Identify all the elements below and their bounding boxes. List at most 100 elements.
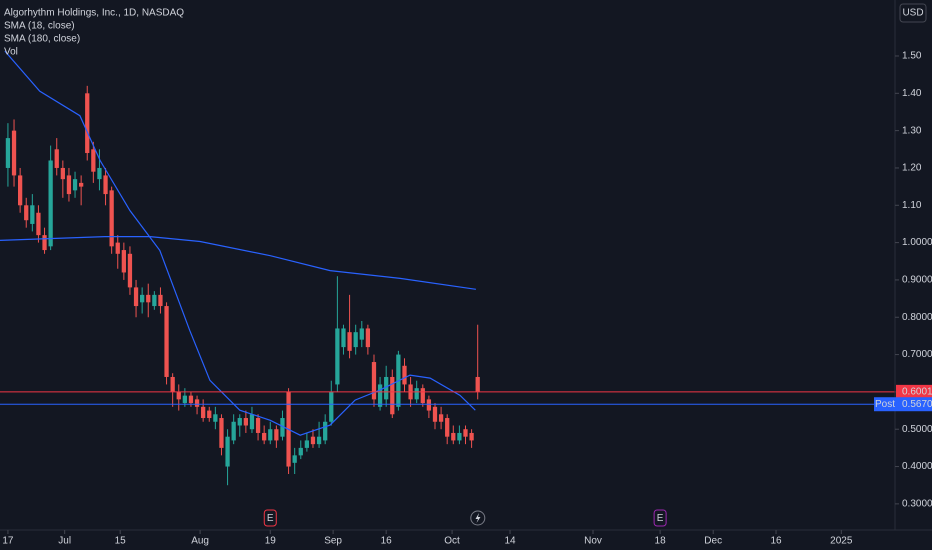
candle-body (292, 455, 297, 463)
candle-body (463, 429, 468, 437)
candle-body (213, 414, 218, 422)
candle-body (347, 332, 352, 351)
x-tick-label: 16 (770, 536, 782, 547)
candle-body (365, 328, 371, 348)
price-label-box (896, 384, 932, 399)
candle-body (402, 365, 407, 385)
candle-body (146, 294, 151, 303)
y-tick-label: 0.4000 (902, 461, 932, 472)
candle-body (469, 432, 474, 441)
candle-body (451, 432, 456, 441)
candle-body (341, 328, 346, 348)
candle-body (182, 395, 187, 404)
sma-line (4, 50, 476, 436)
y-tick-label: 0.9000 (902, 275, 932, 286)
x-tick-label: 18 (655, 536, 667, 547)
candle-body (420, 388, 425, 404)
price-name: Post (875, 399, 895, 410)
candle-body (231, 421, 236, 441)
y-tick-label: 1.40 (902, 88, 922, 99)
y-tick-label: 1.30 (902, 125, 922, 136)
candle-body (207, 410, 212, 419)
candle-body (30, 205, 35, 224)
candle-body (353, 332, 358, 348)
candle-body (280, 418, 285, 437)
event-label: E (267, 513, 274, 524)
x-tick-label: Nov (584, 536, 602, 547)
candle-body (255, 418, 261, 433)
x-tick-label: Jul (58, 536, 71, 547)
x-tick-label: 14 (504, 536, 516, 547)
candle-body (97, 167, 102, 180)
candle-body (36, 212, 41, 236)
event-marker[interactable] (653, 509, 667, 527)
y-tick-label: 0.5000 (902, 424, 932, 435)
event-label: E (657, 513, 664, 524)
candle-body (304, 440, 310, 448)
y-tick-label: 0.7000 (902, 349, 932, 360)
x-tick-label: Oct (444, 536, 460, 547)
price-label: 0.6001 (902, 387, 932, 398)
x-tick-label: 17 (2, 536, 14, 547)
candle-body (249, 414, 255, 430)
candle-body (188, 395, 194, 404)
y-tick-label: 0.3000 (902, 499, 932, 510)
candle-body (79, 182, 84, 187)
candle-body (225, 436, 230, 467)
currency[interactable]: USD (902, 8, 923, 19)
x-tick-label: Dec (704, 536, 722, 547)
candle-body (103, 175, 108, 195)
candle-body (48, 160, 53, 247)
currency-button[interactable] (899, 3, 927, 23)
candle-body (438, 414, 444, 422)
candle-body (377, 384, 383, 407)
candle-body (274, 429, 279, 441)
post-event-icon[interactable] (470, 510, 486, 526)
candle-body (72, 179, 78, 191)
candle-body (457, 432, 462, 441)
candle-body (164, 306, 169, 377)
candle-body (262, 432, 267, 441)
candle-body (237, 418, 242, 426)
plot-area (0, 50, 895, 486)
candle-body (316, 436, 322, 445)
candle-body (475, 376, 480, 392)
candle-body (91, 149, 96, 172)
price-label: 0.5670 (902, 399, 932, 410)
x-tick-label: 15 (115, 536, 127, 547)
candle-body (323, 421, 328, 441)
event-marker[interactable] (263, 509, 277, 527)
candle-body (426, 399, 432, 411)
candle-body (219, 418, 224, 448)
candle-body (109, 190, 114, 247)
candle-body (133, 287, 139, 307)
candle-body (243, 418, 249, 426)
candle-body (54, 149, 59, 168)
candle-body (127, 253, 133, 288)
x-tick-label: 19 (265, 536, 277, 547)
candle-body (66, 175, 72, 195)
candle-body (194, 399, 200, 407)
candle-body (390, 376, 395, 415)
candle-body (115, 242, 120, 254)
chart-title: Algorhythm Holdings, Inc., 1D, NASDAQ (4, 8, 184, 19)
candle-body (371, 362, 377, 400)
candle-body (445, 418, 450, 437)
candle-body (329, 391, 334, 422)
price-name-box (874, 397, 896, 412)
candle-body (414, 388, 419, 400)
candle-body (85, 93, 90, 154)
y-tick-label: 1.10 (902, 200, 922, 211)
y-tick-label: 1.20 (902, 163, 922, 174)
legend-entry: SMA (18, close) (4, 21, 75, 32)
candle-body (5, 138, 11, 168)
candle-body (201, 406, 206, 419)
candle-body (310, 436, 316, 445)
candle-body (140, 294, 145, 303)
candle-body (42, 235, 47, 251)
x-tick-label: 16 (381, 536, 393, 547)
x-tick-label: Sep (324, 536, 342, 547)
y-tick-label: 1.0000 (902, 237, 932, 248)
candle-body (170, 376, 175, 392)
